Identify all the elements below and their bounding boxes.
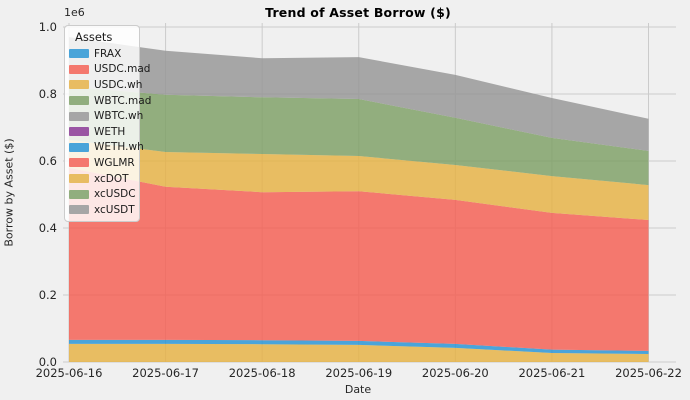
legend-swatch-FRAX (69, 49, 89, 59)
legend-swatch-USDC.wh (69, 80, 89, 90)
area-USDC.wh (69, 343, 649, 362)
area-xcDOT (69, 139, 649, 220)
area-WETH.wh (69, 339, 649, 354)
y-tick-label: 1.0 (39, 20, 57, 34)
legend-item-USDC.mad: USDC.mad (65, 62, 150, 78)
legend-label: WETH (94, 125, 126, 138)
x-tick-label: 2025-06-18 (229, 366, 296, 380)
x-tick-label: 2025-06-20 (422, 366, 489, 380)
legend-label: USDC.wh (94, 78, 143, 91)
legend-swatch-WBTC.wh (69, 111, 89, 121)
y-tick-label: 0.2 (39, 288, 57, 302)
legend-label: USDC.mad (94, 63, 151, 76)
x-tick-label: 2025-06-21 (518, 366, 585, 380)
legend-item-WETH.wh: WETH.wh (65, 140, 144, 156)
x-tick-label: 2025-06-22 (615, 366, 682, 380)
legend-item-WBTC.mad: WBTC.mad (65, 93, 151, 109)
area-xcUSDC (69, 86, 649, 186)
y-tick-label: 0.0 (39, 355, 57, 369)
y-tick-label: 0.8 (39, 87, 57, 101)
legend-item-WETH: WETH (65, 124, 139, 140)
y-tick-label: 0.6 (39, 154, 57, 168)
legend-item-WBTC.wh: WBTC.wh (65, 108, 143, 124)
legend: Assets FRAX USDC.mad USDC.wh WBTC.mad WBTC.w… (64, 25, 151, 222)
chart-title: Trend of Asset Borrow ($) (265, 5, 451, 20)
x-tick-label: 2025-06-19 (325, 366, 392, 380)
x-axis-label: Date (344, 383, 372, 396)
legend-label: WGLMR (94, 156, 135, 169)
legend-label: WBTC.mad (94, 94, 152, 107)
legend-item-xcDOT: xcDOT (65, 171, 139, 187)
legend-swatch-xcDOT (69, 174, 89, 184)
x-tick-label: 2025-06-16 (36, 366, 103, 380)
legend-item-USDC.wh: USDC.wh (65, 77, 143, 93)
legend-item-xcUSDC: xcUSDC (65, 186, 139, 202)
legend-swatch-xcUSDT (69, 205, 89, 215)
legend-swatch-WETH.wh (69, 142, 89, 152)
x-tick-label: 2025-06-17 (132, 366, 199, 380)
y-axis-label: Borrow by Asset ($) (2, 138, 16, 247)
legend-label: WBTC.wh (94, 110, 144, 123)
legend-title: Assets (75, 30, 113, 44)
legend-label: xcUSDT (94, 203, 135, 216)
legend-label: WETH.wh (94, 141, 144, 154)
legend-label: xcDOT (94, 172, 129, 185)
legend-label: xcUSDC (94, 188, 136, 201)
legend-swatch-WBTC.mad (69, 96, 89, 106)
legend-swatch-USDC.mad (69, 64, 89, 74)
legend-item-xcUSDT: xcUSDT (65, 202, 139, 218)
area-xcUSDT (69, 37, 649, 151)
area-WGLMR (69, 167, 649, 351)
legend-swatch-WGLMR (69, 158, 89, 168)
y-tick-label: 0.4 (39, 221, 57, 235)
legend-swatch-xcUSDC (69, 189, 89, 199)
legend-item-WGLMR: WGLMR (65, 155, 139, 171)
legend-item-FRAX: FRAX (65, 46, 139, 62)
legend-label: FRAX (94, 47, 122, 60)
y-axis-offset-label: 1e6 (64, 6, 85, 19)
legend-swatch-WETH (69, 127, 89, 137)
